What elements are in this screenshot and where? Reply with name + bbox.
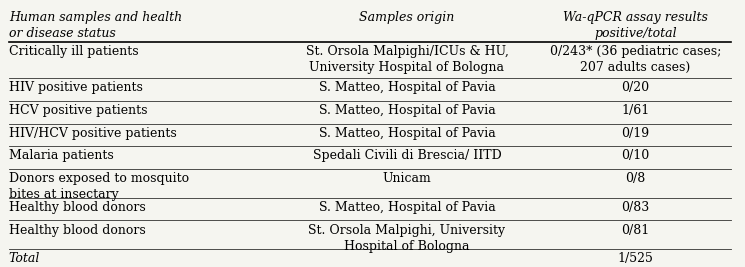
Text: Samples origin: Samples origin xyxy=(359,11,454,25)
Text: 0/10: 0/10 xyxy=(621,149,650,162)
Text: S. Matteo, Hospital of Pavia: S. Matteo, Hospital of Pavia xyxy=(319,104,495,117)
Text: Spedali Civili di Brescia/ IITD: Spedali Civili di Brescia/ IITD xyxy=(313,149,501,162)
Text: S. Matteo, Hospital of Pavia: S. Matteo, Hospital of Pavia xyxy=(319,127,495,140)
Text: Critically ill patients: Critically ill patients xyxy=(9,45,139,58)
Text: St. Orsola Malpighi/ICUs & HU,
University Hospital of Bologna: St. Orsola Malpighi/ICUs & HU, Universit… xyxy=(305,45,508,74)
Text: 0/19: 0/19 xyxy=(621,127,650,140)
Text: 1/61: 1/61 xyxy=(621,104,650,117)
Text: Human samples and health
or disease status: Human samples and health or disease stat… xyxy=(9,11,182,41)
Text: St. Orsola Malpighi, University
Hospital of Bologna: St. Orsola Malpighi, University Hospital… xyxy=(308,223,506,253)
Text: 1/525: 1/525 xyxy=(618,253,653,265)
Text: Healthy blood donors: Healthy blood donors xyxy=(9,201,145,214)
Text: 0/81: 0/81 xyxy=(621,223,650,237)
Text: HCV positive patients: HCV positive patients xyxy=(9,104,148,117)
Text: Total: Total xyxy=(9,253,40,265)
Text: HIV/HCV positive patients: HIV/HCV positive patients xyxy=(9,127,177,140)
Text: Wa-qPCR assay results
positive/total: Wa-qPCR assay results positive/total xyxy=(563,11,708,41)
Text: HIV positive patients: HIV positive patients xyxy=(9,81,142,94)
Text: 0/8: 0/8 xyxy=(625,172,646,185)
Text: Healthy blood donors: Healthy blood donors xyxy=(9,223,145,237)
Text: 0/83: 0/83 xyxy=(621,201,650,214)
Text: S. Matteo, Hospital of Pavia: S. Matteo, Hospital of Pavia xyxy=(319,81,495,94)
Text: Unicam: Unicam xyxy=(383,172,431,185)
Text: Malaria patients: Malaria patients xyxy=(9,149,113,162)
Text: Donors exposed to mosquito
bites at insectary: Donors exposed to mosquito bites at inse… xyxy=(9,172,189,201)
Text: 0/243* (36 pediatric cases;
207 adults cases): 0/243* (36 pediatric cases; 207 adults c… xyxy=(550,45,721,74)
Text: S. Matteo, Hospital of Pavia: S. Matteo, Hospital of Pavia xyxy=(319,201,495,214)
Text: 0/20: 0/20 xyxy=(621,81,650,94)
